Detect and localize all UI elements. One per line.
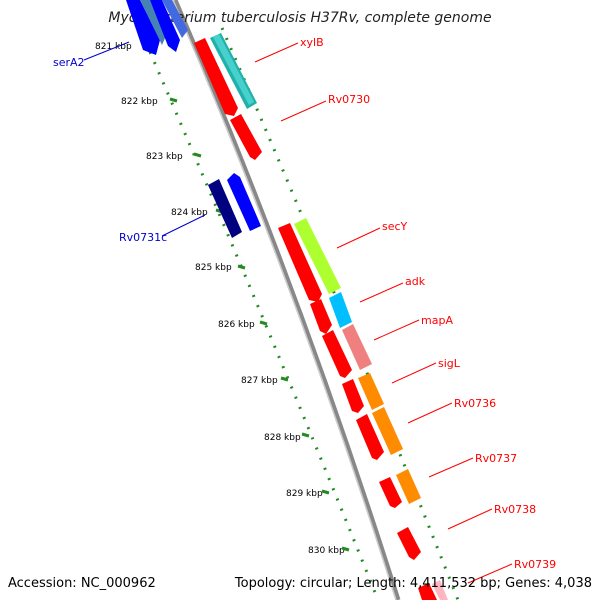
gene-arrow-Rv0738[interactable] <box>397 527 421 560</box>
tick-label: 823 kbp <box>146 152 183 162</box>
gene-arrow-Rv0736[interactable] <box>356 414 384 460</box>
leader-line-secY <box>336 227 381 249</box>
label-Rv0738[interactable]: Rv0738 <box>494 503 536 516</box>
leader-line-mapA <box>373 319 420 341</box>
gene-arrow-Rv0739-cog[interactable] <box>432 580 448 600</box>
major-tick <box>280 376 289 382</box>
gene-arrow-Rv0731c[interactable] <box>227 173 261 231</box>
label-serA2[interactable]: serA2 <box>53 56 85 69</box>
genome-backbone-highlight <box>172 0 397 600</box>
label-xylB[interactable]: xylB <box>300 36 324 49</box>
gene-arrow-secY-cog[interactable] <box>294 218 341 294</box>
label-adk[interactable]: adk <box>405 275 426 288</box>
tick-label: 825 kbp <box>195 263 232 273</box>
page-title: Mycobacterium tuberculosis H37Rv, comple… <box>108 10 491 26</box>
leader-line-Rv0731c <box>161 214 206 237</box>
label-Rv0736[interactable]: Rv0736 <box>454 397 496 410</box>
gene-arrow-serA2[interactable] <box>126 0 160 55</box>
kbp-ticks: 821 kbp 822 kbp 823 kbp 824 kbp 825 kbp … <box>95 42 350 556</box>
major-tick <box>301 432 310 438</box>
outer-guide-dots <box>220 27 460 600</box>
leader-line-sigL <box>391 362 437 384</box>
gene-arrow-Rv0736-cog[interactable] <box>372 407 403 455</box>
gene-arrow-serA2-2[interactable] <box>150 0 180 52</box>
tick-label: 829 kbp <box>286 489 323 499</box>
genome-backbone <box>172 0 401 600</box>
major-tick <box>237 264 246 270</box>
gene-arrow-Rv0737-cog[interactable] <box>396 469 421 504</box>
gene-arrow-sigL-cog[interactable] <box>358 373 384 410</box>
gene-arrow-adk[interactable] <box>310 299 332 334</box>
tick-label: 826 kbp <box>218 320 255 330</box>
tick-label: 824 kbp <box>171 208 208 218</box>
label-Rv0730[interactable]: Rv0730 <box>328 93 370 106</box>
gene-arrow-adk-cog[interactable] <box>329 292 352 328</box>
tick-label: 830 kbp <box>308 546 345 556</box>
footer-topology: Topology: circular; Length: 4,411,532 bp… <box>234 576 592 591</box>
label-Rv0737[interactable]: Rv0737 <box>475 452 517 465</box>
leader-line-Rv0737 <box>428 457 474 478</box>
major-tick <box>193 152 202 158</box>
tick-label: 822 kbp <box>121 97 158 107</box>
leader-line-xylB <box>254 42 299 63</box>
leader-line-Rv0736 <box>407 402 453 424</box>
major-tick <box>259 320 268 326</box>
reverse-genes <box>126 0 261 238</box>
gene-arrow-Rv0739[interactable] <box>418 583 437 600</box>
label-Rv0739[interactable]: Rv0739 <box>514 558 556 571</box>
tick-label: 827 kbp <box>241 376 278 386</box>
major-tick <box>321 489 330 495</box>
leader-line-serA2 <box>83 41 130 61</box>
label-sigL[interactable]: sigL <box>438 357 461 370</box>
major-tick <box>341 546 350 552</box>
leader-line-Rv0730 <box>280 100 327 122</box>
gene-arrow-serA2-cog[interactable] <box>140 0 166 45</box>
gene-arrow-xylB[interactable] <box>194 38 238 116</box>
gene-arrow-mapA[interactable] <box>322 330 352 378</box>
gene-arrow-mapA-cog[interactable] <box>342 324 372 370</box>
gene-arrow-sigL[interactable] <box>342 379 364 413</box>
gene-arrow-Rv0737[interactable] <box>379 477 402 508</box>
gene-arrow-serA2-cog2[interactable] <box>162 0 188 38</box>
gene-arrow-xylB-cog-light[interactable] <box>213 34 254 105</box>
gene-arrow-Rv0731c-cog[interactable] <box>208 179 242 238</box>
gene-arrow-Rv0730[interactable] <box>230 114 262 160</box>
label-secY[interactable]: secY <box>382 220 408 233</box>
major-tick <box>169 97 178 103</box>
label-mapA[interactable]: mapA <box>421 314 453 327</box>
gene-arrow-secY[interactable] <box>278 223 322 302</box>
leader-line-adk <box>359 282 404 303</box>
leader-line-Rv0739 <box>467 563 513 584</box>
tick-label: 828 kbp <box>264 433 301 443</box>
leader-line-Rv0738 <box>447 508 493 530</box>
tick-label: 821 kbp <box>95 42 132 52</box>
gene-labels: serA2 Rv0731c xylB Rv0730 secY adk mapA … <box>53 36 556 584</box>
footer-accession: Accession: NC_000962 <box>8 576 156 591</box>
label-Rv0731c[interactable]: Rv0731c <box>119 231 167 244</box>
forward-genes <box>194 33 448 600</box>
